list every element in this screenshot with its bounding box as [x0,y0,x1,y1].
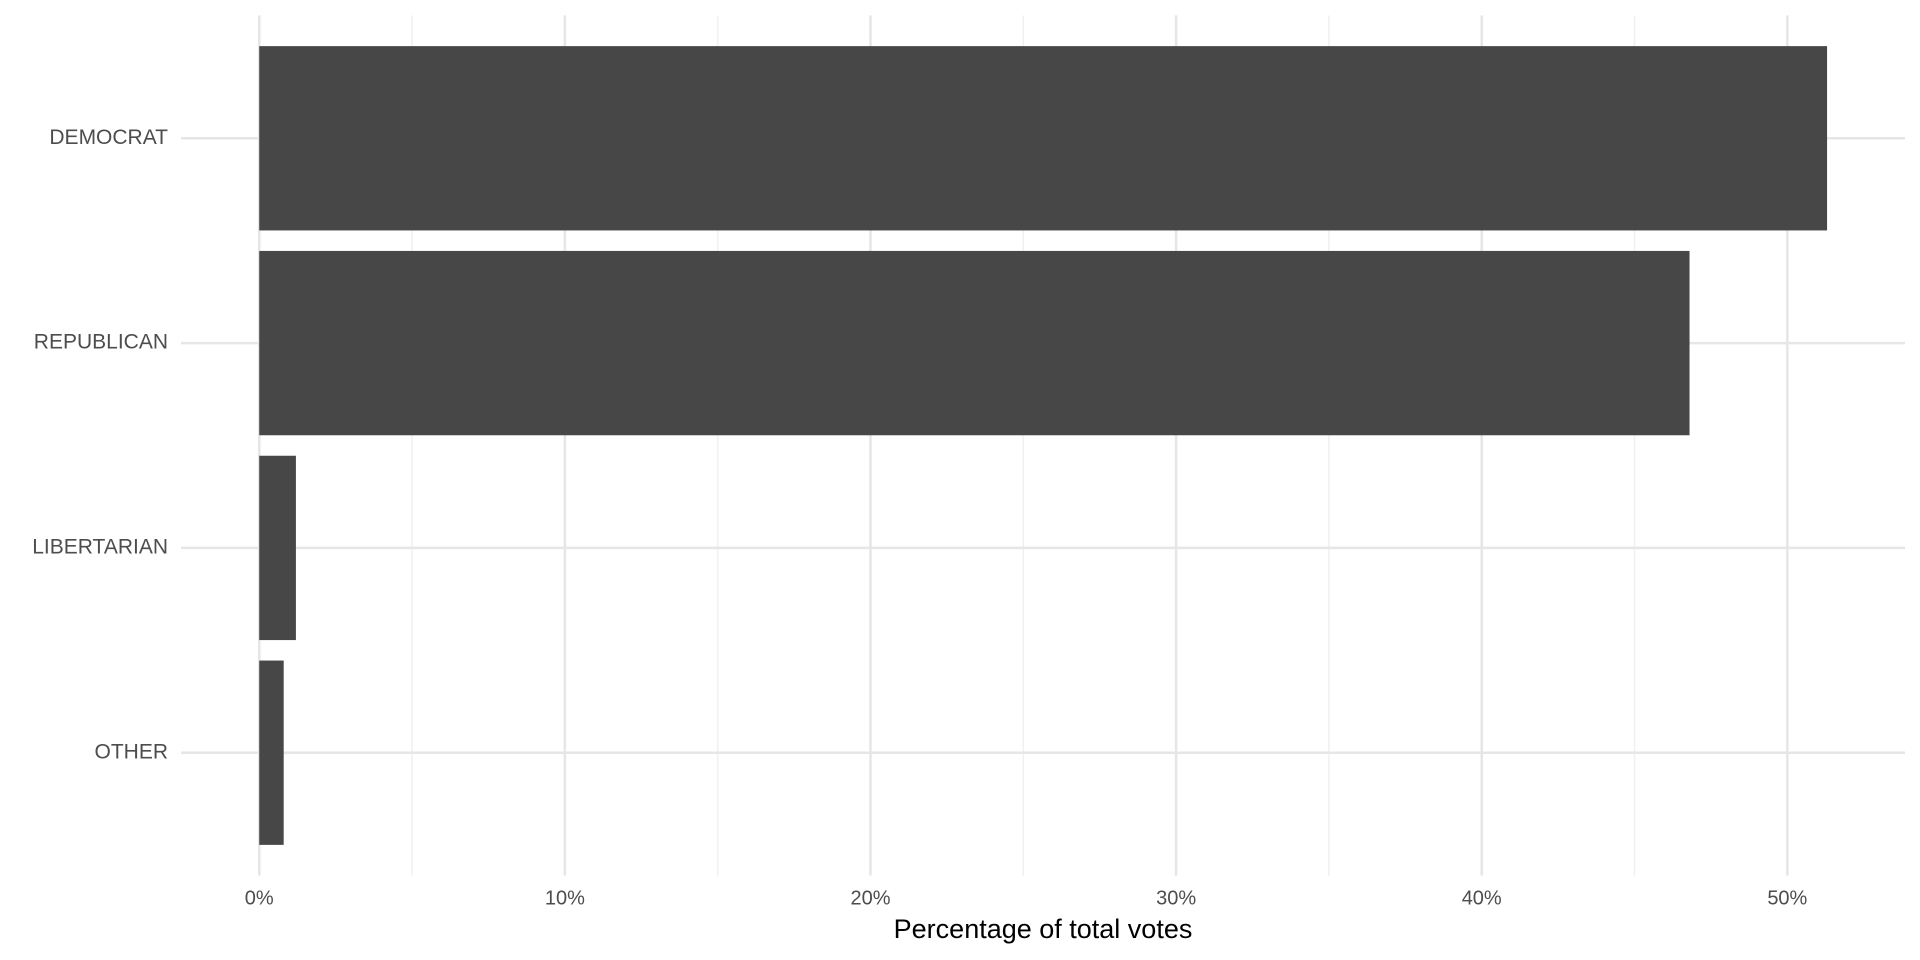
bar [259,250,1690,436]
x-axis-title: Percentage of total votes [894,914,1193,944]
bar [259,455,296,641]
x-tick-label: 20% [850,887,890,909]
x-tick-label: 0% [245,887,274,909]
x-tick-label: 10% [545,887,585,909]
x-tick-label: 40% [1462,887,1502,909]
y-tick-label: REPUBLICAN [34,331,168,354]
y-tick-label: DEMOCRAT [49,126,168,149]
bar [259,660,284,845]
x-tick-label: 30% [1156,887,1196,909]
bar [259,46,1828,231]
y-tick-label: OTHER [95,740,169,763]
x-tick-label: 50% [1767,887,1807,909]
y-tick-label: LIBERTARIAN [32,535,168,558]
